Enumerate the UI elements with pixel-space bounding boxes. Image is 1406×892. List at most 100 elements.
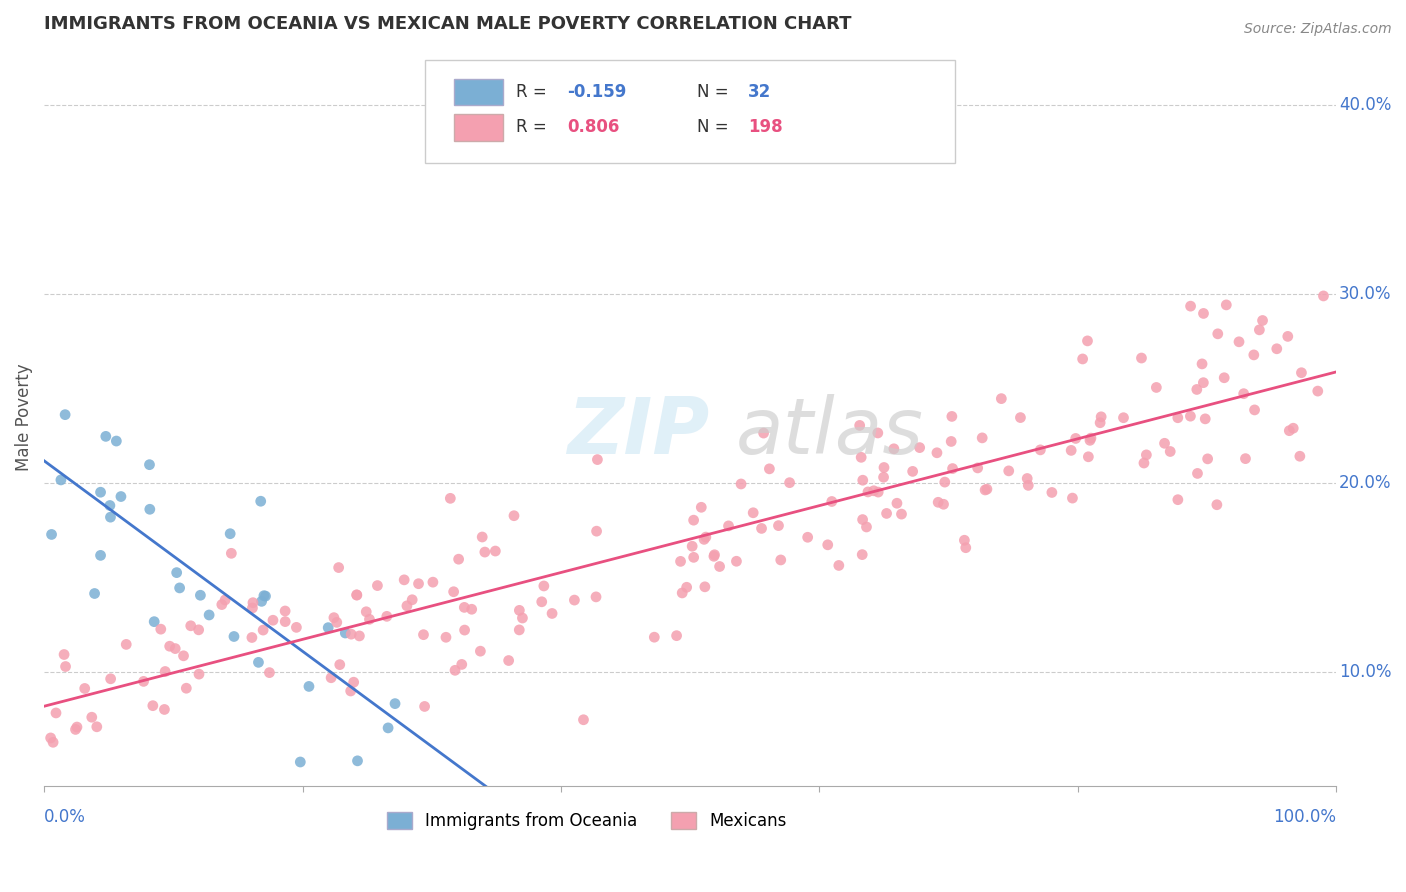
Text: R =: R = [516, 119, 551, 136]
Point [1251, 313, 1274, 327]
Point [941, 434, 963, 449]
Point [855, 520, 877, 534]
Point [453, 600, 475, 615]
Point [742, 506, 765, 520]
Point [115, 637, 138, 651]
Point [1159, 444, 1181, 458]
Point [862, 483, 884, 498]
Point [1144, 380, 1167, 394]
Text: Source: ZipAtlas.com: Source: ZipAtlas.com [1244, 22, 1392, 37]
Point [42, 735, 65, 749]
Point [412, 628, 434, 642]
Point [100, 672, 122, 686]
Point [169, 581, 191, 595]
FancyBboxPatch shape [454, 114, 503, 141]
Point [90, 549, 112, 563]
Text: 100.0%: 100.0% [1274, 808, 1336, 827]
Point [564, 593, 586, 607]
Point [132, 674, 155, 689]
Point [643, 630, 665, 644]
Point [1206, 326, 1229, 341]
Y-axis label: Male Poverty: Male Poverty [15, 363, 32, 471]
Point [73, 681, 96, 696]
Point [681, 539, 703, 553]
Point [439, 491, 461, 506]
Point [872, 470, 894, 484]
Text: atlas: atlas [735, 394, 924, 470]
Point [1187, 467, 1209, 481]
Point [925, 446, 948, 460]
Point [346, 754, 368, 768]
Point [1062, 491, 1084, 505]
Point [444, 663, 467, 677]
Point [828, 558, 851, 573]
Point [1167, 492, 1189, 507]
Point [1167, 410, 1189, 425]
Point [395, 599, 418, 613]
Point [1078, 434, 1101, 448]
Point [752, 426, 775, 441]
Point [98, 499, 121, 513]
Point [1112, 410, 1135, 425]
Point [139, 502, 162, 516]
Point [1234, 451, 1257, 466]
Point [779, 475, 801, 490]
Point [953, 533, 976, 548]
Point [1185, 383, 1208, 397]
Point [328, 560, 350, 574]
Point [190, 588, 212, 602]
Point [53, 408, 76, 422]
Point [222, 630, 245, 644]
Point [856, 484, 879, 499]
FancyBboxPatch shape [425, 60, 955, 162]
Point [927, 495, 949, 509]
Point [533, 579, 555, 593]
Point [110, 490, 132, 504]
Point [354, 605, 377, 619]
Point [709, 559, 731, 574]
Point [53, 648, 76, 662]
Point [298, 680, 321, 694]
Point [1130, 351, 1153, 365]
Point [796, 530, 818, 544]
Point [852, 512, 875, 526]
Point [149, 622, 172, 636]
Point [242, 596, 264, 610]
Point [769, 553, 792, 567]
Point [401, 592, 423, 607]
Point [1010, 410, 1032, 425]
Point [1153, 436, 1175, 450]
Point [966, 461, 988, 475]
Text: ZIP: ZIP [568, 394, 710, 470]
Point [434, 630, 457, 644]
Point [530, 595, 553, 609]
Point [49, 473, 72, 487]
Point [751, 521, 773, 535]
Point [1040, 485, 1063, 500]
Point [422, 575, 444, 590]
Point [901, 464, 924, 478]
Point [671, 586, 693, 600]
Point [143, 615, 166, 629]
Point [1080, 431, 1102, 445]
Point [259, 665, 281, 680]
Point [717, 519, 740, 533]
Point [316, 621, 339, 635]
Point [349, 629, 371, 643]
Point [242, 601, 264, 615]
Point [851, 548, 873, 562]
Point [1029, 442, 1052, 457]
Point [586, 452, 609, 467]
Text: 40.0%: 40.0% [1339, 96, 1392, 114]
Point [322, 610, 344, 624]
Point [866, 425, 889, 440]
Point [165, 641, 187, 656]
Point [908, 441, 931, 455]
Point [1243, 348, 1265, 362]
Point [725, 554, 748, 568]
Point [211, 598, 233, 612]
Point [974, 483, 997, 497]
Point [366, 578, 388, 592]
Point [1227, 334, 1250, 349]
Point [990, 392, 1012, 406]
